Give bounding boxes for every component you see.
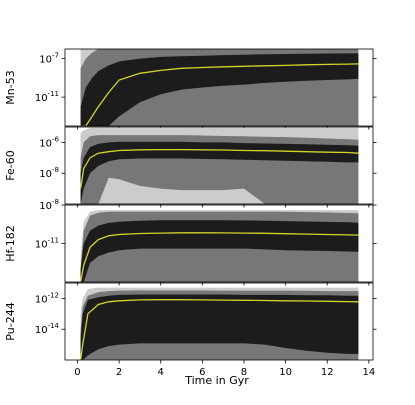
x-tick-label: 8: [241, 367, 247, 378]
band-inner: [80, 141, 359, 204]
panel-mn-53: 10-7 10-11 Mn-53: [4, 48, 377, 130]
y-tick-label: 10-11: [35, 90, 59, 104]
x-tick-label: 6: [199, 367, 205, 378]
panel-hf-182: 10-8 10-11 Hf-182: [4, 198, 377, 286]
x-tick-label: 0: [74, 367, 80, 378]
x-axis: 0 2 4 6 8 10 12 14: [74, 367, 375, 378]
plot-area: [79, 127, 359, 204]
plot-area: [79, 287, 359, 360]
panel-pu-244: 10-12 10-14 Pu-244: [4, 282, 377, 364]
median-line: [79, 299, 359, 360]
x-tick-label: 4: [158, 367, 164, 378]
band-inner: [80, 294, 359, 360]
x-tick-label: 10: [279, 367, 292, 378]
median-line: [79, 148, 359, 189]
y-axis-label: Pu-244: [4, 302, 17, 340]
y-axis-label: Fe-60: [4, 150, 17, 180]
median-line: [80, 63, 359, 126]
panels: 10-7 10-11 Mn-53 10-6 10-8 Fe-60 10-8 10-11 Hf-1…: [4, 48, 377, 364]
y-tick-label: 10-8: [39, 198, 59, 212]
median-line: [79, 232, 359, 282]
y-tick-label: 10-11: [35, 237, 59, 251]
y-tick-label: 10-14: [35, 322, 60, 336]
y-axis-label: Mn-53: [4, 70, 17, 104]
panel-frame: [64, 126, 374, 205]
y-tick-label: 10-12: [35, 291, 59, 305]
x-axis-label: Time in Gyr: [184, 374, 249, 387]
band-inner: [80, 220, 359, 282]
panel-frame: [64, 282, 374, 361]
y-tick-label: 10-8: [39, 166, 59, 180]
panel-fe-60: 10-6 10-8 Fe-60: [4, 126, 377, 208]
x-tick-label: 2: [116, 367, 122, 378]
plot-area: [79, 210, 359, 282]
plot-area: [80, 49, 359, 126]
y-axis-label: Hf-182: [4, 225, 17, 262]
y-tick-label: 10-6: [39, 135, 59, 149]
x-tick-label: 14: [362, 367, 375, 378]
x-tick-label: 12: [321, 367, 334, 378]
panel-frame: [64, 48, 374, 127]
y-tick-label: 10-7: [39, 52, 59, 66]
